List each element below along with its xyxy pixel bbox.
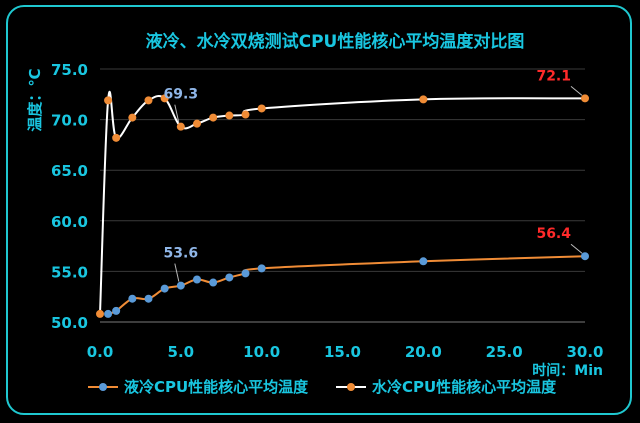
- data-point: [144, 96, 153, 105]
- data-point: [581, 94, 589, 103]
- y-tick-label: 55.0: [51, 263, 88, 281]
- data-point: [104, 96, 113, 105]
- data-point: [112, 306, 121, 315]
- y-tick-label: 50.0: [51, 314, 88, 332]
- series-line-2: [99, 90, 586, 314]
- x-tick-label: 0.0: [87, 343, 114, 361]
- data-point: [112, 133, 121, 142]
- y-tick-label: 75.0: [51, 61, 88, 79]
- y-tick-label: 70.0: [51, 112, 88, 130]
- x-tick-label: 25.0: [486, 343, 523, 361]
- grid-lines: [100, 68, 585, 272]
- data-point: [241, 269, 250, 278]
- data-point: [96, 309, 104, 318]
- data-point: [160, 284, 169, 293]
- data-label-leader: [570, 85, 583, 96]
- legend-marker: [99, 383, 107, 391]
- data-point: [581, 252, 589, 261]
- data-point: [209, 278, 218, 287]
- data-point: [193, 119, 201, 128]
- data-label: 72.1: [536, 68, 571, 84]
- legend-marker: [347, 383, 355, 391]
- data-label: 56.4: [536, 226, 571, 242]
- data-point: [419, 257, 428, 266]
- y-tick-label: 65.0: [51, 162, 88, 180]
- data-label-leader: [174, 263, 180, 282]
- data-point: [128, 113, 137, 122]
- chart-frame: [6, 5, 632, 415]
- data-point: [176, 281, 185, 290]
- data-point: [160, 94, 169, 103]
- data-point: [193, 275, 201, 284]
- y-axis-label: 温度：℃: [26, 68, 44, 131]
- data-point: [257, 104, 266, 113]
- data-label-leader: [570, 243, 583, 254]
- x-tick-label: 10.0: [243, 343, 280, 361]
- data-point: [225, 111, 234, 120]
- data-point: [209, 113, 218, 122]
- legend-label: 液冷CPU性能核心平均温度: [124, 378, 309, 396]
- data-label: 69.3: [164, 87, 199, 103]
- chart-title: 液冷、水冷双烧测试CPU性能核心平均温度对比图: [146, 31, 525, 52]
- data-point: [257, 264, 266, 273]
- data-point: [128, 294, 137, 303]
- legend-label: 水冷CPU性能核心平均温度: [372, 378, 557, 396]
- axes: 50.0 55.0 60.0 65.0 70.0 75.0 0.0 5.0 10.0 15.0 20…: [51, 61, 604, 361]
- x-tick-label: 20.0: [405, 343, 442, 361]
- data-label-leader: [174, 104, 180, 123]
- data-point: [144, 294, 153, 303]
- legend: 液冷CPU性能核心平均温度 水冷CPU性能核心平均温度: [88, 378, 557, 396]
- data-point: [104, 309, 113, 318]
- x-tick-label: 30.0: [566, 343, 603, 361]
- x-tick-label: 5.0: [168, 343, 195, 361]
- data-label: 53.6: [164, 246, 199, 262]
- data-point: [176, 122, 185, 131]
- data-point: [419, 95, 428, 104]
- data-point: [225, 273, 234, 282]
- series-layer: 53.6 56.4 69.3 72.1: [96, 68, 589, 318]
- x-tick-label: 15.0: [324, 343, 361, 361]
- y-tick-label: 60.0: [51, 213, 88, 231]
- x-axis-label: 时间：Min: [532, 362, 603, 379]
- data-point: [241, 110, 250, 119]
